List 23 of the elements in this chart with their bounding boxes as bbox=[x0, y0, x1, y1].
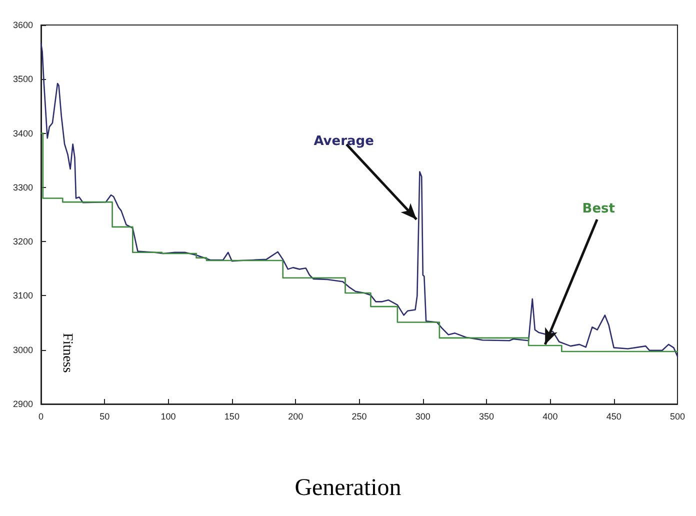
x-tick-label: 300 bbox=[415, 412, 430, 422]
x-tick-label: 100 bbox=[160, 412, 176, 422]
y-tick-label: 3300 bbox=[12, 182, 33, 192]
y-tick-label: 3200 bbox=[12, 236, 33, 247]
x-tick-label: 250 bbox=[352, 412, 367, 422]
annotation: Average bbox=[314, 134, 374, 149]
y-tick-label: 3500 bbox=[12, 74, 33, 84]
x-tick-label: 500 bbox=[670, 412, 686, 422]
x-tick-label: 350 bbox=[479, 412, 494, 422]
x-tick-label: 450 bbox=[606, 412, 622, 422]
y-tick-label: 2900 bbox=[12, 399, 33, 409]
x-tick-label: 0 bbox=[38, 412, 44, 422]
x-tick-label: 200 bbox=[288, 412, 304, 422]
annotation: Best bbox=[582, 202, 615, 217]
y-axis-title: Fitness bbox=[60, 333, 74, 373]
x-tick-label: 50 bbox=[100, 412, 110, 422]
y-tick-label: 3000 bbox=[12, 344, 33, 355]
x-axis-title: Generation bbox=[294, 475, 402, 501]
y-tick-label: 3600 bbox=[12, 20, 33, 30]
x-tick-label: 150 bbox=[224, 412, 240, 422]
x-tick-label: 400 bbox=[542, 412, 558, 422]
y-tick-label: 3100 bbox=[12, 290, 33, 301]
y-tick-label: 3400 bbox=[12, 128, 33, 138]
